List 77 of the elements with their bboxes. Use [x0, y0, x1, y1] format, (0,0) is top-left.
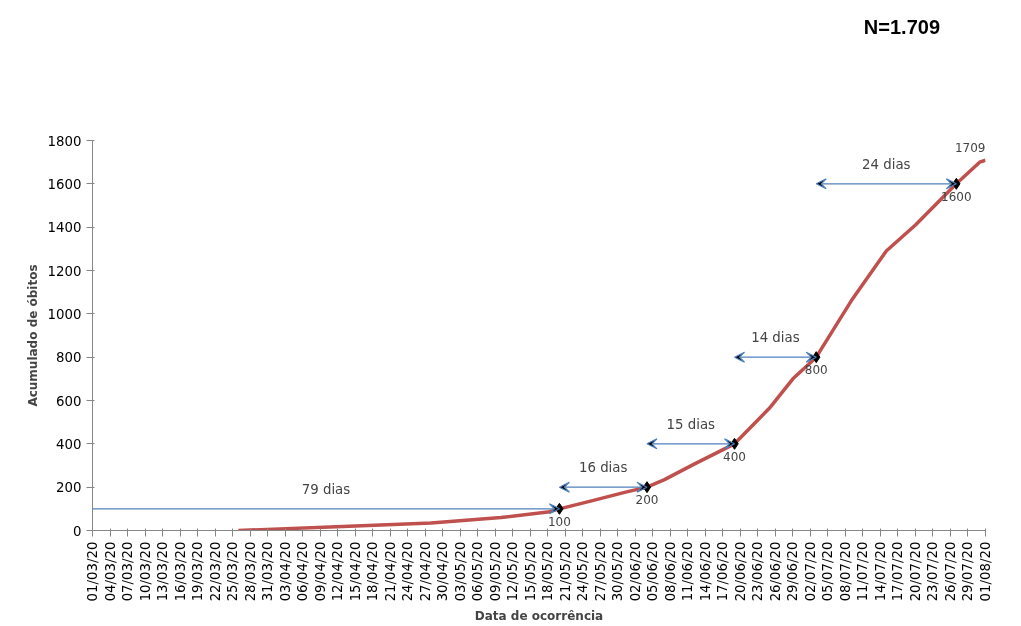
x-tick-label: 22/03/20 — [207, 541, 223, 602]
y-tick-label: 200 — [56, 480, 82, 496]
x-tick-label: 16/03/20 — [172, 541, 188, 602]
x-tick-label: 09/04/20 — [312, 541, 328, 602]
y-tick-label: 1600 — [47, 176, 82, 192]
x-tick-label: 02/07/20 — [802, 541, 818, 602]
x-tick-label: 30/04/20 — [435, 541, 451, 602]
x-tick-label: 02/06/20 — [627, 541, 643, 602]
x-tick-label: 09/05/20 — [487, 541, 503, 602]
x-tick-label: 08/06/20 — [662, 541, 678, 602]
x-tick-label: 14/07/20 — [872, 541, 888, 602]
x-tick-label: 19/03/20 — [190, 541, 206, 602]
x-axis-title: Data de ocorrência — [474, 609, 604, 624]
x-tick-label: 14/06/20 — [697, 541, 713, 602]
text: N=1.709 — [863, 15, 940, 40]
x-tick-label: 21/05/20 — [557, 541, 573, 602]
x-tick-label: 24/05/20 — [575, 541, 591, 602]
line-series — [236, 158, 986, 531]
annotation: 24 dias — [862, 156, 911, 172]
annotation: 16 dias — [578, 460, 628, 476]
x-tick-label: 21/04/20 — [382, 541, 398, 602]
x-tick-label: 17/06/20 — [715, 541, 731, 602]
x-tick-label: 24/04/20 — [400, 541, 416, 602]
y-tick-label: 400 — [56, 436, 82, 452]
data-label: 1600 — [941, 189, 972, 204]
data-label: 200 — [635, 493, 659, 508]
x-tick-label: 01/03/20 — [85, 541, 100, 602]
x-tick-label: 07/03/20 — [120, 541, 136, 602]
annotation: 14 dias — [751, 330, 800, 346]
x-tick-label: 11/06/20 — [680, 541, 696, 602]
x-tick-label: 17/07/20 — [890, 541, 906, 602]
x-tick-label: 26/07/20 — [942, 541, 958, 602]
x-tick-label: 13/03/20 — [155, 541, 171, 602]
y-tick-label: 1200 — [47, 263, 82, 279]
x-tick-label: 05/07/20 — [820, 541, 836, 602]
x-tick-label: 11/07/20 — [855, 541, 871, 602]
x-tick-label: 27/04/20 — [417, 541, 433, 602]
data-label: 400 — [723, 449, 746, 464]
x-tick-label: 29/07/20 — [960, 541, 976, 602]
y-tick-label: 0 — [73, 523, 82, 539]
x-tick-label: 12/04/20 — [330, 541, 346, 602]
y-tick-label: 1400 — [47, 220, 82, 236]
x-tick-label: 06/05/20 — [470, 541, 486, 602]
x-tick-label: 25/03/20 — [225, 541, 241, 602]
x-tick-label: 20/06/20 — [732, 541, 748, 602]
x-tick-label: 15/04/20 — [347, 541, 363, 602]
data-label: 100 — [547, 514, 571, 529]
data-label: 800 — [804, 363, 828, 378]
annotation: 79 dias — [301, 481, 351, 497]
x-tick-label: 31/03/20 — [260, 541, 276, 602]
y-axis-title: Acumulado de óbitos — [25, 264, 40, 407]
x-tick-label: 10/03/20 — [137, 541, 153, 602]
x-tick-label: 08/07/20 — [837, 541, 853, 602]
x-tick-label: 05/06/20 — [645, 541, 661, 602]
y-tick-label: 600 — [56, 393, 82, 409]
x-tick-label: 29/06/20 — [785, 541, 801, 602]
x-tick-label: 12/05/20 — [505, 541, 521, 602]
x-tick-label: 20/07/20 — [907, 541, 923, 602]
x-tick-label: 03/05/20 — [452, 541, 468, 602]
x-tick-label: 30/05/20 — [610, 541, 626, 602]
x-tick-label: 04/03/20 — [102, 541, 118, 602]
x-tick-label: 15/05/20 — [522, 541, 538, 602]
y-tick-label: 1000 — [47, 306, 82, 322]
y-tick-label: 800 — [56, 350, 82, 366]
y-tick-label: 1800 — [47, 133, 82, 149]
x-tick-label: 23/07/20 — [925, 541, 941, 602]
x-tick-label: 01/08/20 — [978, 541, 993, 602]
x-tick-label: 27/05/20 — [592, 541, 608, 602]
x-tick-label: 06/04/20 — [295, 541, 311, 602]
x-tick-label: 23/06/20 — [750, 541, 766, 602]
x-tick-label: 28/03/20 — [242, 541, 258, 602]
annotation: 15 dias — [666, 416, 716, 432]
x-tick-label: 18/04/20 — [365, 541, 381, 602]
x-tick-label: 03/04/20 — [277, 541, 293, 602]
data-label: 1709 — [954, 141, 986, 156]
x-tick-label: 18/05/20 — [540, 541, 556, 602]
x-tick-label: 26/06/20 — [767, 541, 783, 602]
